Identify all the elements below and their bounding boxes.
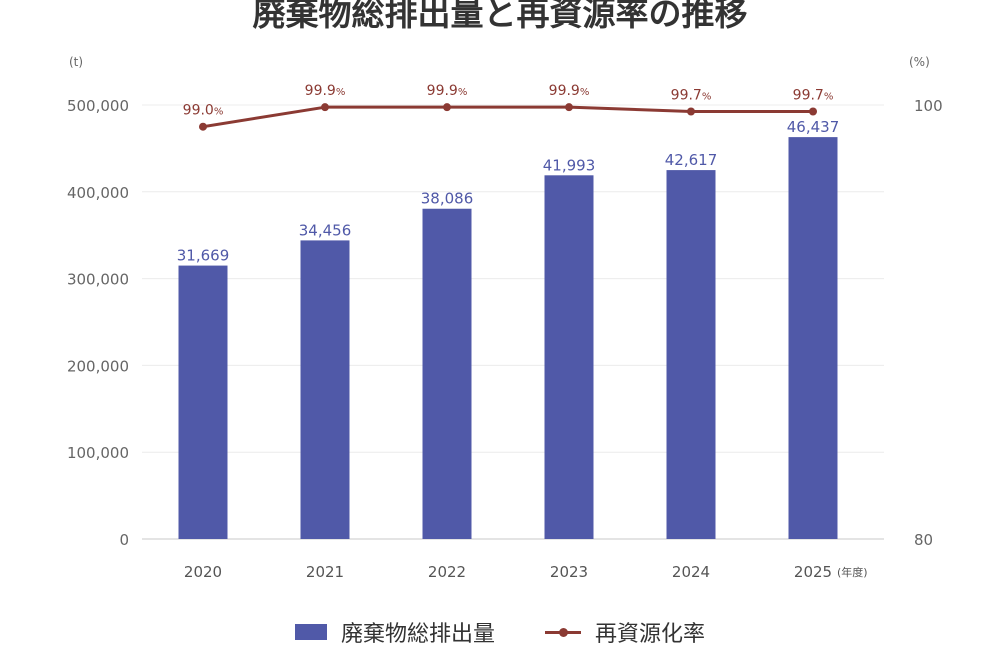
y-tick-label: 200,000: [67, 357, 129, 375]
bar-value-label: 41,993: [543, 156, 596, 174]
bar: [300, 240, 350, 539]
line-value-label: 99.9%: [305, 83, 346, 99]
line-point: [687, 107, 695, 116]
x-tick-label: 2024: [672, 563, 710, 581]
bar: [422, 208, 472, 539]
y2-unit-label: (%): [909, 55, 930, 69]
x-tick-label: 2022: [428, 563, 466, 581]
x-unit-label: (年度): [837, 565, 868, 579]
legend-swatch-line: [545, 624, 581, 640]
y2-tick-label: 80: [914, 531, 933, 549]
chart-legend: 廃棄物総排出量 再資源化率: [0, 614, 1000, 650]
chart-plot: 0 100,000 200,000 300,000 400,000 500,000 80 10…: [67, 55, 943, 581]
chart-title: 廃棄物総排出量と再資源率の推移: [252, 0, 748, 33]
bar: [178, 265, 228, 539]
bar-value-label: 31,669: [177, 247, 230, 265]
legend-label-waste: 廃棄物総排出量: [340, 622, 495, 647]
x-tick-label: 2023: [550, 563, 588, 581]
x-tick-label: 2021: [306, 563, 344, 581]
line-value-label: 99.7%: [671, 88, 712, 104]
y-tick-label: 0: [119, 531, 129, 549]
y-tick-label: 500,000: [67, 97, 129, 115]
bar: [788, 137, 838, 539]
line-value-label: 99.9%: [427, 83, 468, 99]
legend-item-waste: 廃棄物総排出量: [294, 616, 495, 648]
bar: [666, 170, 716, 539]
line-value-label: 99.7%: [793, 88, 834, 104]
bar-value-label: 34,456: [299, 221, 352, 239]
y-unit-label: (t): [69, 55, 83, 69]
line-point: [565, 103, 573, 112]
y2-tick-label: 100: [914, 97, 943, 115]
y-tick-label: 300,000: [67, 271, 129, 289]
legend-item-recycling: 再資源化率: [545, 616, 705, 648]
y-tick-label: 400,000: [67, 184, 129, 202]
bar-value-label: 46,437: [787, 118, 840, 136]
line-value-label: 99.9%: [549, 83, 590, 99]
legend-swatch-bar: [294, 624, 327, 640]
line-point: [199, 122, 207, 131]
y-tick-label: 100,000: [67, 444, 129, 462]
recycling-rate-line: [202, 105, 813, 129]
bar: [544, 175, 594, 540]
legend-label-recycling: 再資源化率: [595, 622, 706, 647]
line-value-label: 99.0%: [183, 103, 224, 119]
line-point: [809, 107, 817, 116]
line-point: [321, 103, 329, 112]
bar-value-label: 38,086: [421, 190, 474, 208]
line-point: [443, 103, 451, 112]
x-tick-label: 2020: [184, 563, 222, 581]
x-tick-label: 2025: [794, 563, 832, 581]
bar-value-label: 42,617: [665, 151, 718, 169]
